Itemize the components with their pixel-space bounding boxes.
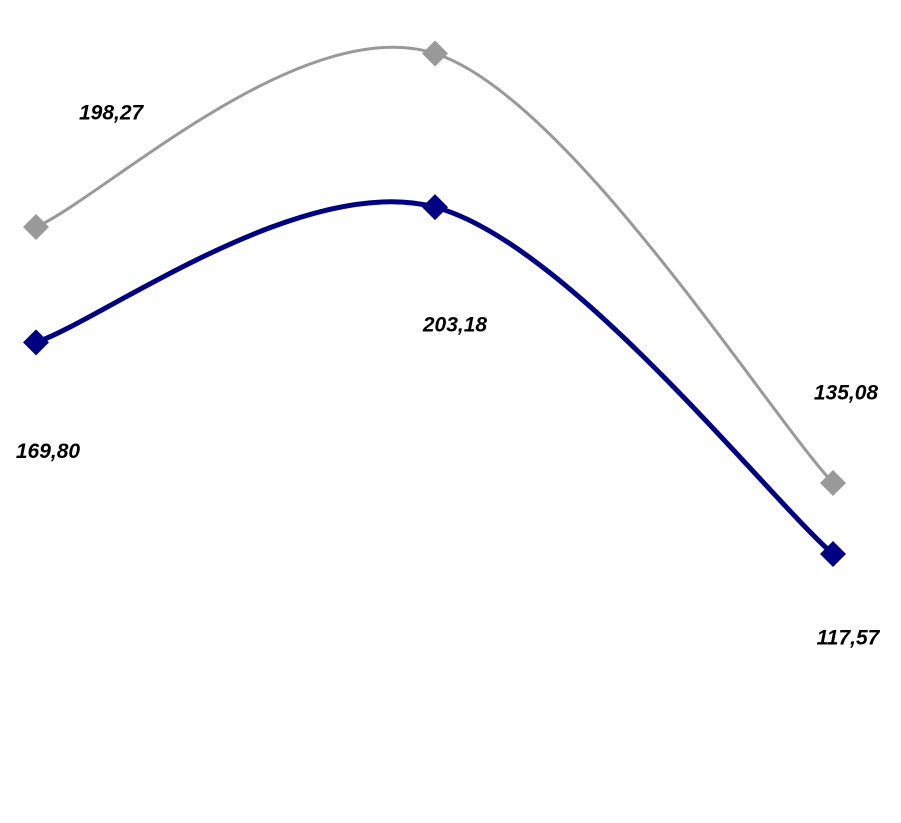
series-2-marker-3 bbox=[820, 541, 846, 568]
series-1-data-label-3: 135,08 bbox=[814, 382, 879, 405]
series-1-marker-1 bbox=[23, 214, 49, 241]
series-1-data-label-1: 198,27 bbox=[79, 102, 145, 125]
series-2-marker-1 bbox=[23, 329, 49, 356]
series-2-data-label-2: 203,18 bbox=[422, 314, 488, 337]
series-layer bbox=[23, 40, 846, 568]
series-2-marker-2 bbox=[422, 194, 448, 221]
series-2-line bbox=[33, 199, 836, 557]
series-1-line bbox=[34, 45, 835, 485]
series-2-data-label-3: 117,57 bbox=[817, 627, 881, 650]
series-1-marker-2 bbox=[422, 40, 448, 67]
series-2-data-label-1: 169,80 bbox=[16, 440, 81, 463]
series-1-marker-3 bbox=[820, 470, 846, 497]
